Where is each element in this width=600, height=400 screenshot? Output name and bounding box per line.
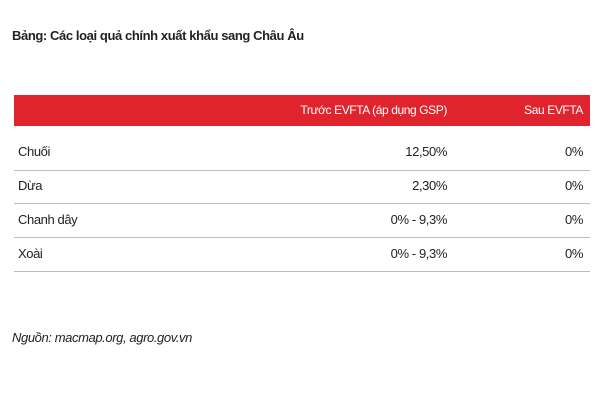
- source-note: Nguồn: macmap.org, agro.gov.vn: [12, 330, 192, 345]
- table-row: Chanh dây 0% - 9,3% 0%: [14, 204, 590, 238]
- table-cell: 0% - 9,3%: [390, 212, 448, 227]
- header-cell: Sau EVFTA: [524, 103, 583, 117]
- table-row: Xoài 0% - 9,3% 0%: [14, 238, 590, 272]
- table-cell: 0% - 9,3%: [390, 246, 448, 261]
- table-cell: Dừa: [18, 178, 43, 193]
- table-cell: 0%: [565, 144, 583, 159]
- table-cell: 2,30%: [412, 178, 447, 193]
- table-row: Chuối 12,50% 0%: [14, 136, 590, 171]
- table-cell: Chanh dây: [18, 212, 78, 227]
- table-cell: 12,50%: [405, 144, 447, 159]
- table-row: Dừa 2,30% 0%: [14, 170, 590, 204]
- table-header: Trước EVFTA (áp dụng GSP) Sau EVFTA: [14, 95, 590, 126]
- table-cell: Xoài: [18, 246, 43, 261]
- table-cell: 0%: [565, 246, 583, 261]
- table-cell: 0%: [565, 212, 583, 227]
- table-title: Bảng: Các loại quả chính xuất khẩu sang …: [12, 28, 304, 43]
- table-cell: 0%: [565, 178, 583, 193]
- table-cell: Chuối: [18, 144, 50, 159]
- header-cell: Trước EVFTA (áp dụng GSP): [300, 103, 447, 117]
